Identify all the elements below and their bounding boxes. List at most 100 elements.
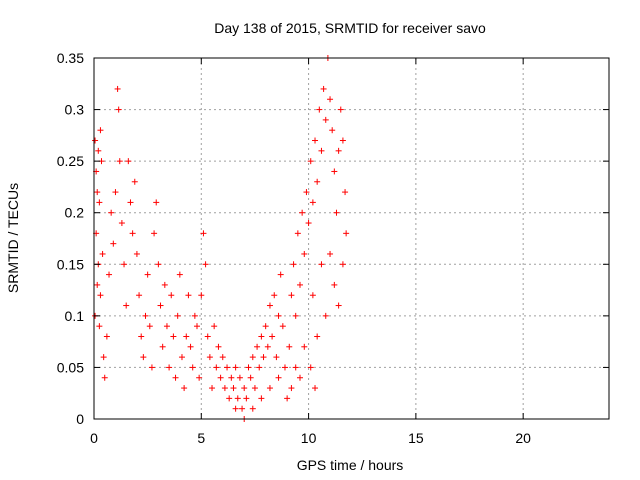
- data-point: [138, 333, 145, 340]
- data-point: [123, 302, 130, 309]
- data-point: [106, 271, 113, 278]
- data-point: [146, 323, 153, 330]
- data-point: [97, 292, 104, 299]
- data-point: [178, 354, 185, 361]
- data-point: [292, 312, 299, 319]
- data-point: [194, 323, 200, 330]
- data-point: [96, 199, 103, 206]
- data-point: [312, 385, 319, 392]
- data-point: [279, 323, 286, 330]
- data-point: [163, 323, 170, 330]
- data-point: [301, 250, 308, 257]
- data-point: [172, 374, 179, 381]
- data-point: [258, 333, 265, 340]
- data-point: [131, 178, 138, 185]
- plot-frame: [93, 57, 610, 420]
- data-point: [187, 343, 194, 350]
- data-point: [236, 374, 243, 381]
- x-tick-labels: 0 5 10 15 20: [90, 430, 531, 446]
- data-point: [127, 199, 134, 206]
- data-point: [211, 323, 218, 330]
- data-point: [202, 261, 209, 268]
- data-point: [136, 292, 143, 299]
- data-point: [331, 168, 338, 175]
- data-point: [166, 364, 173, 371]
- data-point: [271, 292, 278, 299]
- data-point: [100, 354, 107, 361]
- data-point: [110, 240, 117, 247]
- data-point: [151, 230, 158, 237]
- data-point: [129, 230, 136, 237]
- data-point: [112, 189, 119, 196]
- x-axis-label: GPS time / hours: [297, 457, 404, 473]
- data-point: [307, 158, 314, 165]
- data-point: [247, 374, 254, 381]
- data-points: [92, 55, 350, 422]
- data-point: [288, 292, 295, 299]
- data-point: [273, 354, 280, 361]
- data-point: [95, 147, 102, 154]
- data-point: [335, 302, 342, 309]
- data-point: [249, 354, 256, 361]
- data-point: [275, 312, 282, 319]
- data-point: [103, 333, 110, 340]
- data-point: [196, 374, 203, 381]
- data-point: [320, 85, 327, 92]
- data-point: [232, 364, 239, 371]
- data-point: [322, 116, 329, 123]
- data-point: [230, 385, 237, 392]
- data-point: [309, 292, 316, 299]
- data-point: [288, 385, 295, 392]
- data-point: [219, 354, 226, 361]
- data-point: [303, 189, 310, 196]
- data-point: [292, 364, 299, 371]
- data-point: [183, 333, 190, 340]
- data-point: [221, 385, 228, 392]
- data-point: [108, 209, 115, 216]
- data-point: [174, 312, 181, 319]
- data-point: [258, 395, 265, 402]
- x-tick-label: 5: [197, 430, 205, 446]
- data-point: [314, 178, 321, 185]
- data-point: [262, 323, 269, 330]
- data-point: [269, 333, 276, 340]
- y-axis-label: SRMTID / TECUs: [5, 183, 21, 293]
- data-point: [251, 385, 258, 392]
- data-point: [333, 209, 340, 216]
- data-point: [226, 395, 233, 402]
- data-point: [170, 333, 177, 340]
- data-point: [256, 364, 263, 371]
- data-point: [275, 374, 282, 381]
- y-tick-label: 0.3: [65, 102, 85, 118]
- y-tick-labels: 0 0.05 0.1 0.15 0.2 0.25 0.3 0.35: [57, 50, 84, 427]
- data-point: [239, 405, 246, 412]
- data-point: [228, 374, 235, 381]
- y-tick-label: 0.15: [57, 256, 84, 272]
- data-point: [294, 230, 301, 237]
- data-point: [312, 137, 319, 144]
- data-point: [241, 385, 248, 392]
- data-point: [266, 302, 273, 309]
- data-point: [148, 364, 155, 371]
- data-point: [331, 281, 338, 288]
- chart-title: Day 138 of 2015, SRMTID for receiver sav…: [214, 20, 486, 36]
- data-point: [284, 395, 291, 402]
- data-point: [286, 343, 293, 350]
- data-point: [155, 261, 162, 268]
- data-point: [206, 354, 213, 361]
- data-point: [299, 209, 306, 216]
- data-point: [159, 343, 166, 350]
- data-point: [115, 106, 122, 113]
- data-point: [185, 292, 192, 299]
- data-point: [217, 374, 224, 381]
- data-point: [191, 312, 198, 319]
- data-point: [97, 127, 104, 134]
- data-point: [245, 364, 252, 371]
- data-point: [189, 364, 196, 371]
- y-tick-label: 0.1: [65, 308, 85, 324]
- data-point: [264, 343, 271, 350]
- data-point: [335, 147, 342, 154]
- data-point: [316, 106, 323, 113]
- data-point: [125, 158, 132, 165]
- data-point: [314, 333, 321, 340]
